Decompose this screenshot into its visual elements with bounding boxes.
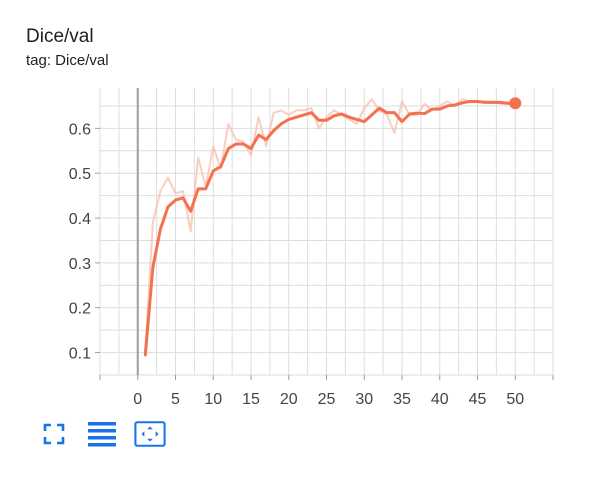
smoothed-series xyxy=(143,97,522,357)
x-tick-label: 50 xyxy=(506,391,524,408)
grid xyxy=(99,88,554,376)
fullscreen-button[interactable] xyxy=(38,418,70,450)
y-tick-label: 0.5 xyxy=(69,166,91,183)
x-tick-label: 10 xyxy=(204,391,222,408)
smoothed-series-line xyxy=(143,99,517,357)
x-tick-label: 40 xyxy=(431,391,449,408)
raw-series xyxy=(144,98,517,354)
y-tick-label: 0.4 xyxy=(69,211,91,228)
chart-tag: tag: Dice/val xyxy=(26,52,109,69)
toggle-log-scale-icon xyxy=(88,422,116,447)
x-tick-label: 45 xyxy=(469,391,487,408)
fullscreen-icon xyxy=(43,423,65,445)
fit-domain-icon xyxy=(134,421,166,447)
x-tick-label: 25 xyxy=(318,391,336,408)
chart-toolbar xyxy=(38,418,182,450)
x-tick-label: 5 xyxy=(171,391,180,408)
axes xyxy=(95,88,554,380)
x-tick-label: 20 xyxy=(280,391,298,408)
x-tick-label: 0 xyxy=(133,391,142,408)
y-tick-label: 0.6 xyxy=(69,121,91,138)
x-tick-label: 35 xyxy=(393,391,411,408)
x-tick-label: 30 xyxy=(355,391,373,408)
fit-domain-button[interactable] xyxy=(134,418,166,450)
y-tick-label: 0.3 xyxy=(69,256,91,273)
y-tick-label: 0.1 xyxy=(69,346,91,363)
toggle-log-scale-button[interactable] xyxy=(86,418,118,450)
tick-labels: 0 5 10 15 20 25 30 35 40 45 50 0.1 0.2 0.3 0.4 0.5 0.6 xyxy=(69,121,525,408)
y-tick-label: 0.2 xyxy=(69,301,91,318)
x-tick-label: 15 xyxy=(242,391,260,408)
chart-title: Dice/val xyxy=(26,26,94,47)
last-point-marker xyxy=(509,97,522,110)
raw-series-line xyxy=(144,98,517,354)
